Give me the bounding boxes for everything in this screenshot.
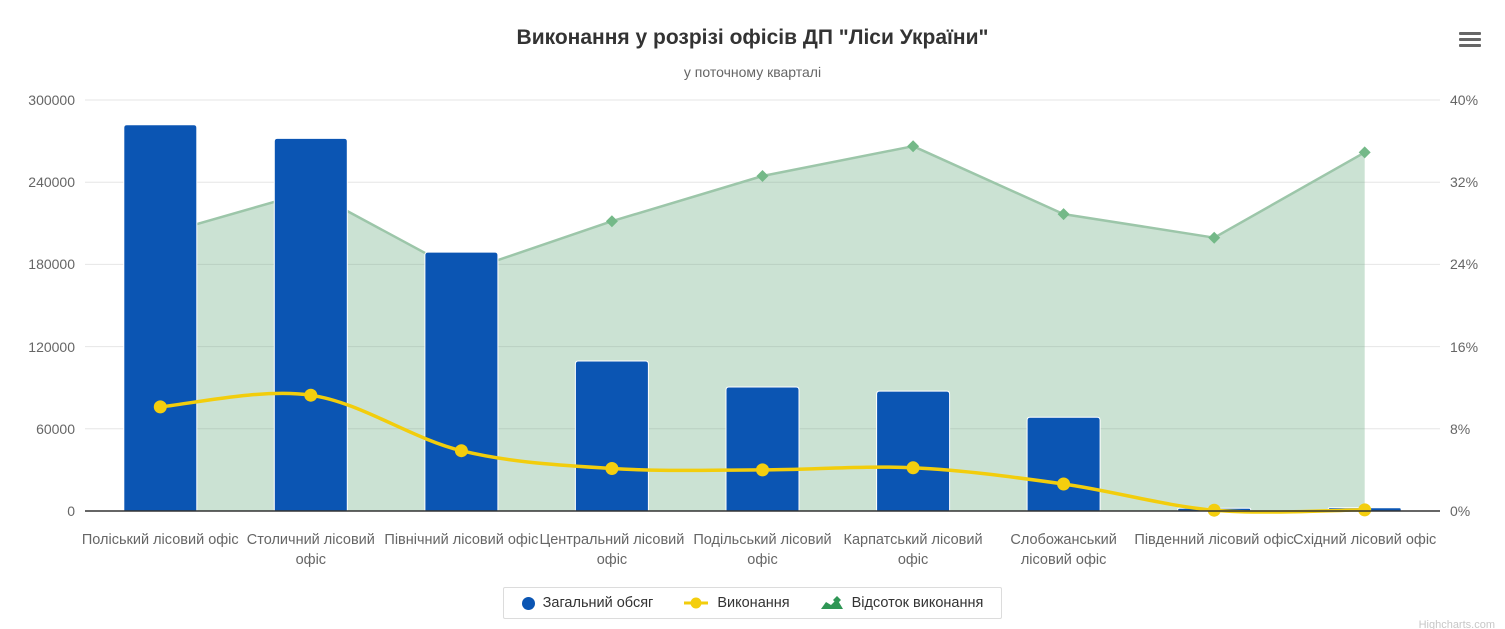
spline-point-marker (756, 463, 769, 477)
legend-item-label: Виконання (717, 595, 790, 611)
spline-point-marker (153, 400, 167, 414)
spline-point-marker (906, 461, 920, 475)
column-bar (123, 124, 198, 512)
chart-context-menu-button[interactable] (1457, 27, 1483, 51)
area-point-diamond-marker (907, 140, 920, 153)
column-bar (725, 386, 800, 512)
spline-point-marker (1358, 503, 1372, 517)
spline-point-marker (605, 462, 619, 475)
column-bar (1026, 416, 1101, 512)
legend-spline-icon (684, 597, 709, 609)
credits-label[interactable]: Highcharts.com (1418, 619, 1495, 629)
legend-box: Загальний обсяг Виконання Відсоток виконан… (502, 587, 1003, 619)
column-bar (574, 360, 649, 512)
area-point-diamond-marker (1208, 231, 1221, 244)
legend-item[interactable]: Загальний обсяг (521, 595, 654, 611)
legend-item-label: Загальний обсяг (542, 595, 654, 611)
legend-item-label: Відсоток виконання (851, 595, 984, 611)
area-point-diamond-marker (1358, 146, 1371, 159)
area-point-diamond-marker (756, 170, 769, 182)
area-point-diamond-marker (1057, 208, 1070, 221)
legend-item[interactable]: Виконання (683, 595, 790, 611)
spline-point-marker (1057, 477, 1071, 491)
hamburger-icon (1459, 31, 1481, 35)
chart-title: Виконання у розрізі офісів ДП "Ліси Укра… (516, 26, 989, 49)
area-point-diamond-marker (605, 215, 618, 228)
hamburger-icon (1459, 43, 1481, 47)
legend: Загальний обсяг Виконання Відсоток виконан… (0, 587, 1505, 619)
spline-point-marker (304, 388, 318, 402)
hamburger-icon (1459, 37, 1481, 41)
legend-area-icon (820, 596, 843, 609)
column-bar (876, 390, 951, 512)
spline-point-marker (454, 444, 468, 458)
chart-subtitle: у поточному кварталі (683, 64, 822, 80)
column-bar (273, 137, 348, 512)
legend-column-icon (521, 596, 535, 610)
legend-item[interactable]: Відсоток виконання (820, 595, 984, 611)
spline-point-marker (1207, 503, 1221, 517)
column-bar (424, 251, 499, 512)
